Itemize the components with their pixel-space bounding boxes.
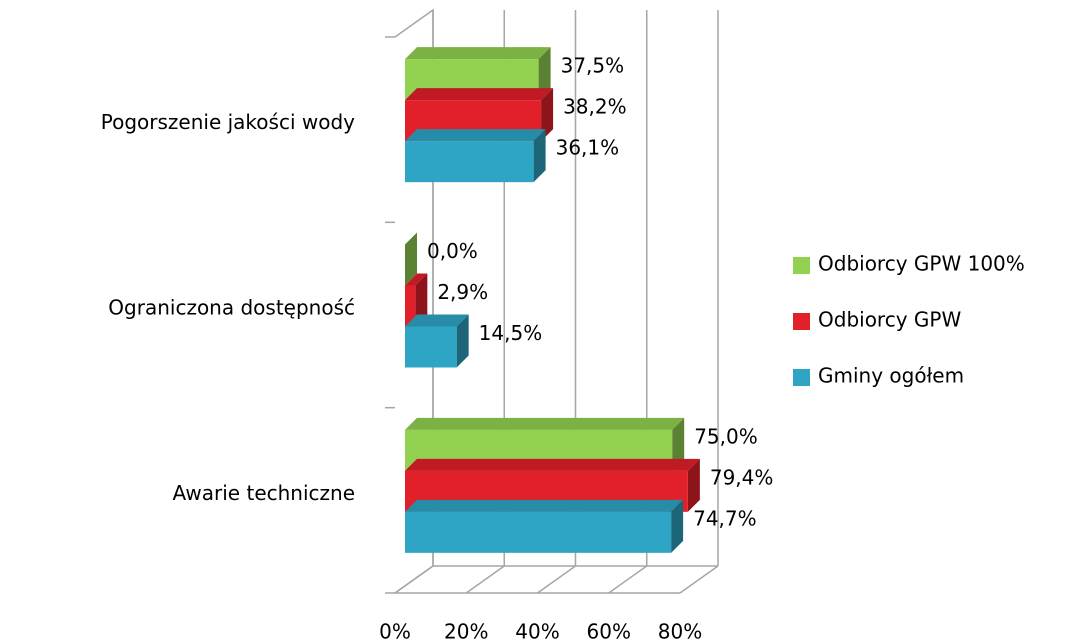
bar xyxy=(405,141,534,183)
y-tick-label: Awarie techniczne xyxy=(173,481,355,505)
x-tick-label: 0% xyxy=(379,620,411,643)
legend-label: Odbiorcy GPW xyxy=(818,308,961,332)
value-label: 74,7% xyxy=(693,506,757,530)
value-label: 2,9% xyxy=(437,280,488,304)
bar-top xyxy=(405,47,551,60)
bar-top xyxy=(405,88,554,101)
bar-side xyxy=(405,232,417,286)
bar-side xyxy=(538,47,551,101)
value-label: 38,2% xyxy=(563,95,627,119)
bar-side xyxy=(541,88,554,142)
floor-line xyxy=(465,565,505,594)
value-label: 0,0% xyxy=(427,239,478,263)
y-tick-label: Ograniczona dostępność xyxy=(108,296,355,320)
bar-top xyxy=(405,458,700,471)
bar-side xyxy=(671,499,684,553)
bar-side xyxy=(415,273,428,327)
bar-top xyxy=(405,129,546,142)
bar-side xyxy=(533,129,546,183)
bar xyxy=(405,511,672,553)
legend-swatch xyxy=(793,313,810,330)
x-tick-label: 60% xyxy=(587,620,631,643)
floor-line xyxy=(679,565,719,594)
floor-line xyxy=(608,565,648,594)
value-label: 75,0% xyxy=(694,424,758,448)
floor-line xyxy=(394,565,434,594)
bar-side xyxy=(672,417,685,471)
y-tick-label: Pogorszenie jakości wody xyxy=(101,110,355,134)
bar xyxy=(405,326,457,368)
bar-top xyxy=(405,417,685,430)
x-tick-label: 40% xyxy=(515,620,559,643)
x-tick-label: 20% xyxy=(444,620,488,643)
bar-side xyxy=(687,458,700,512)
floor-line xyxy=(537,565,576,594)
value-label: 37,5% xyxy=(561,54,625,78)
value-label: 36,1% xyxy=(556,136,620,160)
legend-label: Odbiorcy GPW 100% xyxy=(818,252,1025,276)
bar-top xyxy=(405,273,428,286)
legend-swatch xyxy=(793,257,810,274)
bar-top xyxy=(405,499,684,512)
x-tick-label: 80% xyxy=(658,620,702,643)
bar-side xyxy=(456,314,469,368)
bar xyxy=(405,285,416,327)
legend-swatch xyxy=(793,369,810,386)
legend-label: Gminy ogółem xyxy=(818,364,964,388)
value-label: 79,4% xyxy=(710,465,774,489)
value-label: 14,5% xyxy=(479,321,543,345)
bar-top xyxy=(405,314,469,327)
